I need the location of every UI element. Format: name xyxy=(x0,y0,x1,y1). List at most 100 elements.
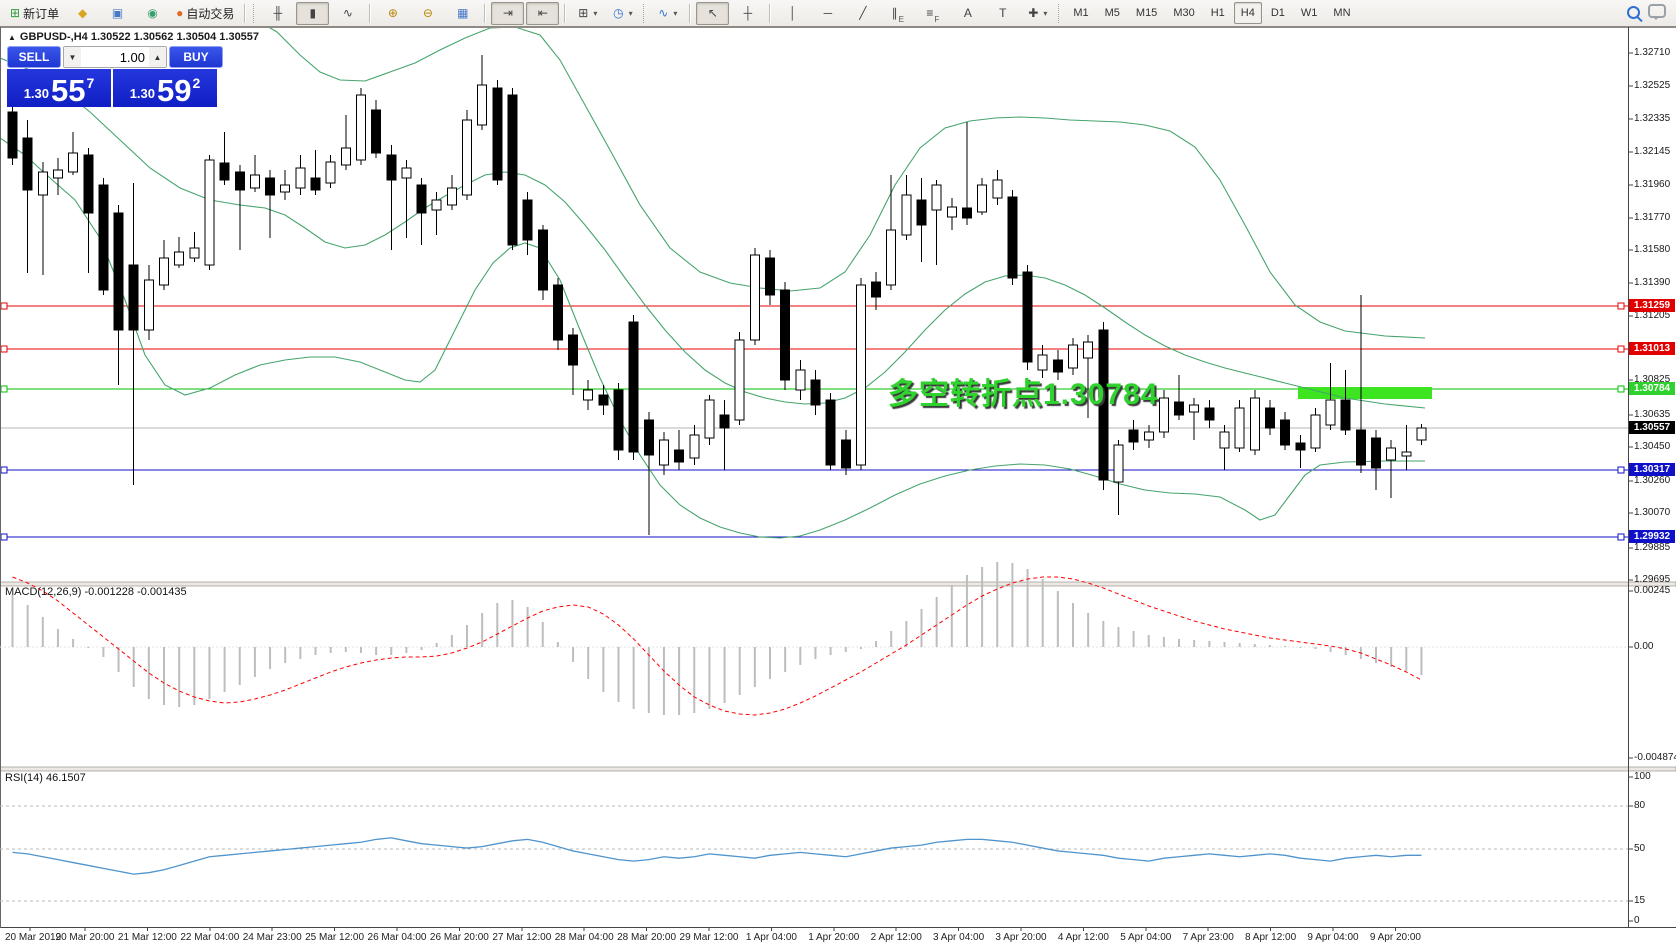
arrows-tool-icon: ✚ xyxy=(1028,6,1039,20)
toolbar-grip[interactable] xyxy=(643,3,647,23)
buy-price[interactable]: 1.30 59 2 xyxy=(113,69,217,107)
vline-tool-button[interactable]: │ xyxy=(776,2,809,25)
market-watch-button[interactable]: ▣ xyxy=(101,2,134,25)
buy-price-figure: 1.30 xyxy=(129,86,156,101)
toolbar-separator xyxy=(689,3,692,23)
auto-scroll-icon: ⇥ xyxy=(502,6,513,20)
new-order-icon: ⊞ xyxy=(10,6,21,20)
volume-decrease-button[interactable]: ▼ xyxy=(64,47,81,67)
rsi-indicator-label: RSI(14) 46.1507 xyxy=(5,772,86,784)
hline-tool-icon: ─ xyxy=(823,6,833,20)
buy-price-pips: 59 xyxy=(157,73,192,108)
toolbar-grip[interactable] xyxy=(253,3,257,23)
crosshair-icon: ┼ xyxy=(743,6,753,20)
timeframe-D1-button[interactable]: D1 xyxy=(1270,7,1285,19)
crosshair-button[interactable]: ┼ xyxy=(731,2,764,25)
chat-icon[interactable] xyxy=(1648,4,1666,20)
fibonacci-tool-button[interactable]: ≡ F xyxy=(916,2,949,25)
text-label-tool-button[interactable]: T xyxy=(986,2,1019,25)
toolbar-grip[interactable] xyxy=(1058,3,1062,23)
arrows-tool-dropdown-icon[interactable]: ▾ xyxy=(1043,8,1048,18)
toolbar-separator xyxy=(484,3,487,23)
indicators-button[interactable]: ∿ ▾ xyxy=(651,2,684,25)
candlestick-chart-button[interactable]: ▮ xyxy=(296,1,330,25)
timeframe-H4-button[interactable]: H4 xyxy=(1233,2,1262,24)
toolbar-separator xyxy=(244,3,247,23)
sell-price[interactable]: 1.30 55 7 xyxy=(7,69,111,107)
toolbar-separator xyxy=(769,3,772,23)
timeframe-M30-button[interactable]: M30 xyxy=(1173,7,1195,19)
autotrading-label: 自动交易 xyxy=(186,6,235,21)
zoom-in-icon: ⊕ xyxy=(387,6,398,20)
buy-price-point: 2 xyxy=(192,75,201,91)
toolbar: ⊞ 新订单 ◆ ▣ ◉ ● 自动交易 ╫ ▮ ∿ ⊕ ⊖ ▦ ⇥ ⇤ ⊞ ▾ ◷ ▾ ∿ ▾ ↖ ┼ │ ─ ╱ ∥ E ≡ F A T ✚ ▾ M… xyxy=(0,0,1676,27)
new-chart-dropdown-icon[interactable]: ▾ xyxy=(593,8,598,18)
channel-tool-button[interactable]: ∥ E xyxy=(881,2,914,25)
autotrading-button[interactable]: ● 自动交易 xyxy=(171,2,239,25)
bar-chart-button[interactable]: ╫ xyxy=(261,2,294,25)
line-chart-icon: ∿ xyxy=(342,6,353,20)
trendline-tool-button[interactable]: ╱ xyxy=(846,2,879,25)
new-order-label: 新订单 xyxy=(23,6,60,21)
metaeditor-icon: ◆ xyxy=(77,6,88,20)
collapse-arrow-icon[interactable]: ▲ xyxy=(8,33,16,42)
profiles-dropdown-icon[interactable]: ▾ xyxy=(628,8,633,18)
chart-shift-icon: ⇤ xyxy=(537,6,548,20)
tile-windows-button[interactable]: ▦ xyxy=(446,2,479,25)
metaeditor-button[interactable]: ◆ xyxy=(66,2,99,25)
signals-button[interactable]: ◉ xyxy=(136,2,169,25)
text-label-tool-icon: T xyxy=(999,6,1007,20)
fibonacci-tool-icon: ≡ xyxy=(926,6,934,20)
cursor-icon: ↖ xyxy=(707,6,718,20)
candlestick-chart-icon: ▮ xyxy=(309,6,317,20)
new-order-button[interactable]: ⊞ 新订单 xyxy=(5,2,64,25)
line-chart-button[interactable]: ∿ xyxy=(331,2,364,25)
timeframe-W1-button[interactable]: W1 xyxy=(1300,7,1318,19)
zoom-out-icon: ⊖ xyxy=(422,6,433,20)
sell-price-point: 7 xyxy=(86,75,95,91)
search-icon[interactable] xyxy=(1627,5,1640,19)
arrows-tool-button[interactable]: ✚ ▾ xyxy=(1021,2,1054,25)
timeframe-M5-button[interactable]: M5 xyxy=(1104,7,1120,19)
cursor-button[interactable]: ↖ xyxy=(696,1,730,25)
timeframe-M1-button[interactable]: M1 xyxy=(1073,7,1089,19)
timeframe-M15-button[interactable]: M15 xyxy=(1135,7,1158,19)
channel-tool-sub-label: E xyxy=(898,14,905,24)
tile-windows-icon: ▦ xyxy=(457,6,469,20)
buy-button[interactable]: BUY xyxy=(169,46,223,68)
vline-tool-icon: │ xyxy=(789,6,797,20)
channel-tool-icon: ∥ xyxy=(891,6,898,20)
symbol-header: ▲ GBPUSD-,H4 1.30522 1.30562 1.30504 1.30… xyxy=(8,31,259,43)
fibonacci-tool-sub-label: F xyxy=(934,14,940,24)
timeframe-MN-button[interactable]: MN xyxy=(1333,7,1351,19)
macd-indicator-label: MACD(12,26,9) -0.001228 -0.001435 xyxy=(5,586,187,598)
zoom-in-button[interactable]: ⊕ xyxy=(376,2,409,25)
indicators-dropdown-icon[interactable]: ▾ xyxy=(673,8,678,18)
volume-input[interactable] xyxy=(81,47,149,67)
profiles-button[interactable]: ◷ ▾ xyxy=(606,2,639,25)
signals-icon: ◉ xyxy=(147,6,158,20)
text-tool-button[interactable]: A xyxy=(951,2,984,25)
trendline-tool-icon: ╱ xyxy=(859,6,867,20)
one-click-trading-panel: SELL ▼ ▲ BUY 1.30 55 7 1.30 59 2 xyxy=(7,46,223,107)
timeframe-H1-button[interactable]: H1 xyxy=(1210,7,1225,19)
market-watch-icon: ▣ xyxy=(111,6,124,20)
auto-scroll-button[interactable]: ⇥ xyxy=(491,1,525,25)
new-chart-icon: ⊞ xyxy=(578,6,589,20)
sell-price-pips: 55 xyxy=(51,73,86,108)
new-chart-button[interactable]: ⊞ ▾ xyxy=(571,2,604,25)
sell-button[interactable]: SELL xyxy=(7,46,61,68)
chart-shift-button[interactable]: ⇤ xyxy=(526,1,560,25)
indicators-icon: ∿ xyxy=(658,6,669,20)
text-tool-icon: A xyxy=(963,6,972,20)
volume-increase-button[interactable]: ▲ xyxy=(149,47,166,67)
bar-chart-icon: ╫ xyxy=(273,6,283,20)
toolbar-separator xyxy=(369,3,372,23)
hline-tool-button[interactable]: ─ xyxy=(811,2,844,25)
pivot-annotation-text[interactable]: 多空转折点1.30784 xyxy=(888,378,1159,411)
symbol-header-text: GBPUSD-,H4 1.30522 1.30562 1.30504 1.305… xyxy=(19,31,260,43)
zoom-out-button[interactable]: ⊖ xyxy=(411,2,444,25)
sell-price-figure: 1.30 xyxy=(23,86,50,101)
profiles-icon: ◷ xyxy=(613,6,624,20)
